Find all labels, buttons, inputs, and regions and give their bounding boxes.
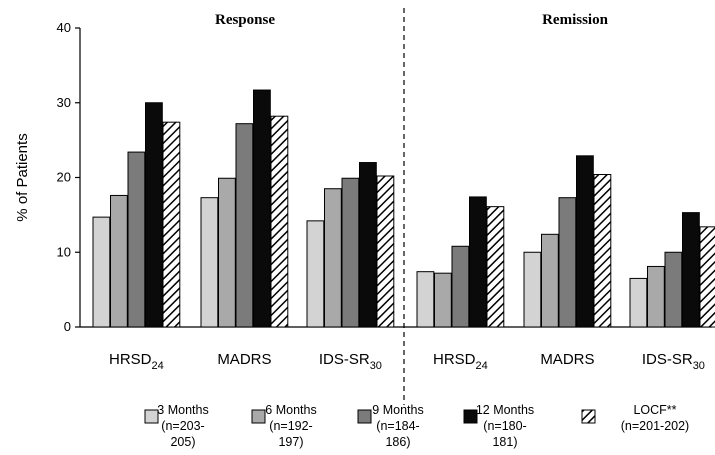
- legend: 3 Months (n=203- 205) 6 Months (n=192- 197) 9 …: [144, 403, 689, 449]
- bar: [558, 197, 577, 328]
- bar: [469, 196, 487, 328]
- legend-label: (n=184-: [376, 419, 419, 433]
- y-axis-label: % of Patients: [14, 133, 31, 221]
- bar: [92, 216, 111, 328]
- legend-label: 12 Months: [476, 403, 534, 417]
- legend-label: 181): [492, 435, 517, 449]
- panel-title-response: Response: [215, 12, 275, 28]
- bar: [127, 151, 146, 328]
- bar: [270, 115, 289, 328]
- bar: [664, 251, 683, 328]
- bar: [200, 197, 219, 328]
- x-category-label: IDS-SR30: [319, 351, 382, 372]
- legend-label: (n=201-202): [621, 419, 689, 433]
- bar: [486, 206, 505, 328]
- panel-title-remission: Remission: [542, 12, 608, 28]
- bar: [682, 212, 700, 328]
- legend-label: (n=203-: [161, 419, 204, 433]
- bar: [451, 245, 470, 328]
- bar: [306, 220, 325, 328]
- bars-group: [92, 89, 715, 328]
- legend-label: 205): [170, 435, 195, 449]
- x-category-label: HRSD24: [109, 351, 164, 372]
- legend-swatch: [357, 409, 372, 424]
- bar: [593, 174, 612, 328]
- x-category-label: MADRS: [217, 351, 271, 368]
- bar: [376, 175, 395, 328]
- bar: [341, 177, 360, 328]
- legend-swatch: [463, 409, 478, 424]
- bar: [359, 162, 377, 328]
- legend-label: 6 Months: [265, 403, 316, 417]
- bar: [162, 121, 181, 328]
- bar: [699, 226, 715, 328]
- bar: [576, 155, 594, 328]
- bar: [541, 233, 559, 328]
- bar: [218, 177, 236, 328]
- bar: [235, 123, 254, 328]
- bar: [629, 277, 648, 328]
- legend-label: 186): [385, 435, 410, 449]
- legend-label: 9 Months: [372, 403, 423, 417]
- y-tick-label: 0: [64, 319, 71, 334]
- y-tick-label: 30: [57, 95, 71, 110]
- bar: [434, 272, 452, 328]
- bar: [324, 188, 342, 328]
- y-tick-label: 20: [57, 170, 71, 185]
- bar: [416, 271, 435, 328]
- bar: [523, 251, 542, 328]
- labels-group: % of Patients Response Remission HRSD24 MADR…: [14, 12, 705, 372]
- bar: [647, 265, 665, 328]
- y-tick-label: 40: [57, 20, 71, 35]
- legend-label: LOCF**: [633, 403, 676, 417]
- bar: [145, 102, 163, 328]
- x-category-label: HRSD24: [433, 351, 488, 372]
- bar: [253, 89, 271, 328]
- legend-label: 3 Months: [157, 403, 208, 417]
- x-category-label: IDS-SR30: [642, 351, 705, 372]
- x-category-label: MADRS: [540, 351, 594, 368]
- legend-swatch: [144, 409, 159, 424]
- legend-label: 197): [278, 435, 303, 449]
- legend-swatch: [581, 409, 596, 424]
- bar: [110, 194, 128, 328]
- legend-label: (n=180-: [483, 419, 526, 433]
- legend-label: (n=192-: [269, 419, 312, 433]
- legend-swatch: [251, 409, 266, 424]
- y-tick-label: 10: [57, 244, 71, 259]
